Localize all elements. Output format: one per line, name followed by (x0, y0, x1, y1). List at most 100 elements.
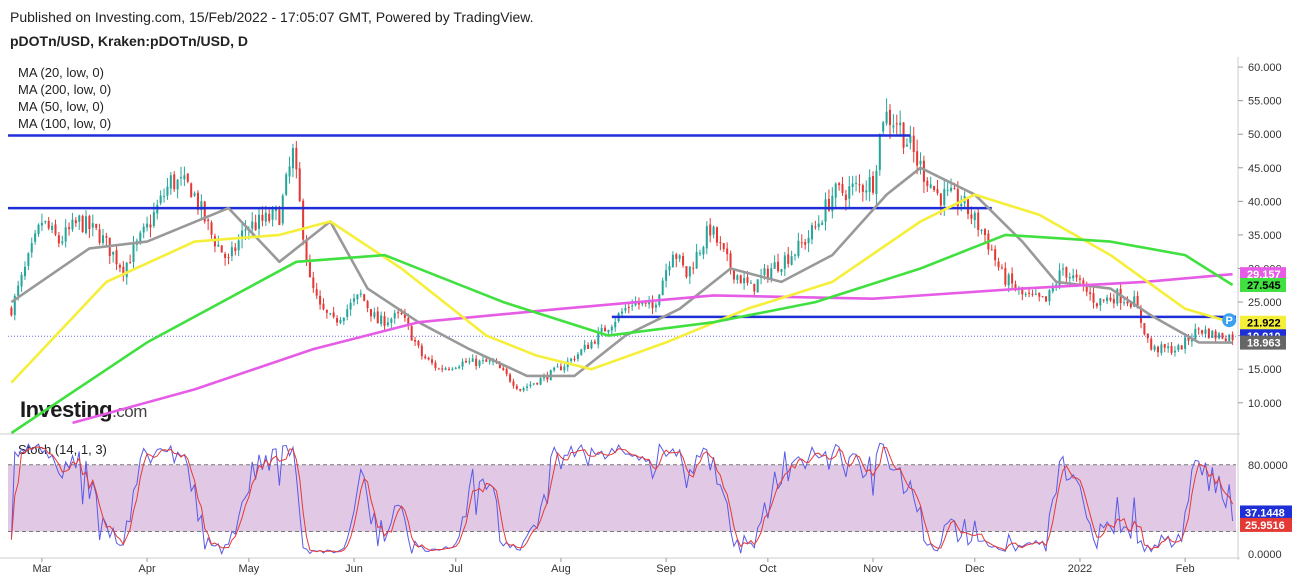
candle-body (943, 189, 946, 206)
candle-body (1085, 286, 1088, 292)
candle-body (804, 242, 807, 245)
candle-body (332, 312, 335, 318)
candle-body (1014, 284, 1017, 290)
candle-body (749, 282, 752, 284)
candle-body (736, 275, 739, 280)
x-tick-label: Jul (449, 563, 463, 575)
candle-body (193, 193, 196, 196)
candle-body (654, 304, 657, 308)
x-tick-label: 2022 (1068, 563, 1092, 575)
candle-body (481, 360, 484, 362)
candle-body (312, 277, 315, 289)
candle-body (74, 220, 77, 224)
candle-body (559, 366, 562, 371)
candle-body (1082, 280, 1085, 286)
candle-body (1106, 297, 1109, 302)
candle-body (1045, 296, 1048, 302)
candle-body (665, 270, 668, 281)
candle-body (800, 242, 803, 244)
candle-body (1109, 297, 1112, 301)
candle-body (329, 313, 332, 315)
candle-body (68, 227, 71, 230)
published-note: Published on Investing.com, 15/Feb/2022 … (10, 9, 534, 25)
candle-body (950, 187, 953, 191)
candle-body (414, 339, 417, 342)
candle-body (519, 389, 522, 391)
candle-body (458, 366, 461, 369)
candle-body (101, 235, 105, 243)
candle-body (1089, 292, 1092, 295)
candle-body (1136, 295, 1139, 309)
candle-body (844, 194, 847, 201)
candle-body (563, 366, 566, 371)
candle-body (810, 225, 813, 240)
candle-body (78, 215, 81, 222)
price-label-box (1240, 267, 1286, 282)
candle-body (173, 174, 176, 190)
x-tick-label: Oct (759, 563, 776, 575)
candle-body (556, 366, 559, 368)
candle-body (875, 170, 878, 195)
candle-body (522, 388, 525, 391)
candle-body (865, 190, 868, 193)
candle-body (203, 201, 206, 222)
candle-body (122, 266, 125, 276)
candle-body (919, 160, 922, 165)
candle-body (281, 195, 284, 224)
candle-body (176, 179, 179, 190)
x-tick-label: May (238, 563, 259, 575)
candle-body (403, 313, 406, 318)
candle-body (322, 303, 325, 310)
candle-body (468, 361, 471, 363)
candle-body (274, 208, 278, 211)
candle-body (339, 319, 342, 323)
ma-legend-20: MA (20, low, 0) (18, 65, 104, 80)
candle-body (699, 252, 702, 254)
y-tick-label: 40.000 (1248, 196, 1282, 208)
candle-body (1051, 286, 1054, 292)
candle-body (319, 295, 322, 305)
candle-body (892, 125, 895, 128)
candle-body (505, 369, 508, 375)
candle-body (797, 240, 800, 257)
candle-body (23, 266, 26, 277)
candle-body (726, 248, 729, 255)
candle-body (536, 382, 539, 385)
candle-body (179, 177, 183, 179)
candle-body (336, 318, 339, 323)
candle-body (298, 168, 301, 202)
candle-body (149, 224, 152, 228)
candle-body (587, 344, 590, 349)
candle-body (1072, 275, 1075, 279)
candle-body (899, 122, 902, 126)
candle-body (224, 253, 227, 258)
candle-body (807, 237, 810, 244)
x-tick-label: Mar (32, 563, 51, 575)
candle-body (793, 254, 797, 256)
candle-body (349, 302, 352, 310)
price-label-text: 18.963 (1247, 338, 1281, 350)
candle-body (994, 249, 997, 261)
candle-body (936, 189, 939, 194)
ma-line (72, 272, 1233, 425)
candle-body (878, 133, 881, 171)
candle-body (166, 186, 169, 196)
candle-body (81, 215, 84, 233)
candle-body (739, 275, 742, 284)
candle-body (783, 255, 786, 269)
candle-body (268, 213, 271, 221)
candle-body (186, 173, 189, 182)
candle-body (1048, 290, 1051, 302)
candle-body (834, 183, 837, 198)
candle-body (383, 316, 386, 326)
candle-body (1102, 299, 1105, 301)
candle-body (634, 302, 637, 306)
candle-body (1167, 346, 1170, 349)
candle-body (502, 367, 505, 370)
candle-body (1190, 338, 1193, 342)
candle-body (627, 306, 630, 308)
candle-body (1150, 338, 1153, 350)
candle-body (132, 244, 135, 263)
candle-body (34, 233, 37, 242)
candle-body (753, 283, 756, 292)
